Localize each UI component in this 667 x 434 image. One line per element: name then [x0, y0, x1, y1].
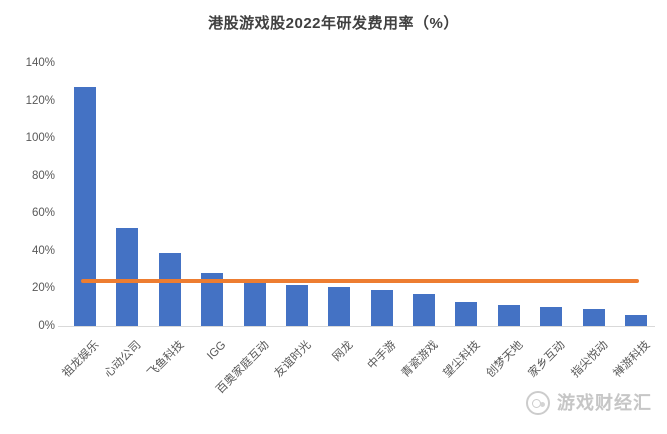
x-axis-category-label: 祖龙娱乐: [60, 339, 102, 381]
bar-6: [285, 284, 308, 326]
bar-2: [116, 228, 139, 326]
bar-11: [497, 305, 520, 326]
y-axis-tick-label: 140%: [25, 57, 55, 69]
x-axis-category-label: 飞鱼科技: [145, 339, 187, 381]
bar-4: [201, 273, 224, 326]
watermark-label: 游戏财经汇: [557, 393, 652, 413]
bar-1: [74, 87, 96, 326]
bar-13: [582, 309, 605, 326]
bar-12: [540, 307, 563, 326]
watermark: 游戏财经汇: [526, 391, 652, 415]
y-axis-tick-label: 20%: [31, 282, 55, 295]
x-axis-category-label: 望尘科技: [441, 339, 483, 381]
bar-3: [158, 252, 181, 326]
y-axis-tick-label: 80%: [31, 169, 55, 182]
x-axis-category-label: 友谊时光: [272, 339, 314, 381]
x-axis-category-label: 青瓷游戏: [399, 339, 441, 381]
bar-7: [328, 286, 351, 326]
y-axis-tick-label: 100%: [25, 132, 55, 145]
bar-5: [243, 282, 266, 326]
bar-8: [370, 290, 393, 326]
y-axis-tick-label: 0%: [38, 320, 55, 332]
y-axis-tick-label: 60%: [31, 207, 55, 220]
watermark-logo-icon: [526, 391, 550, 415]
chart-title: 港股游戏股2022年研发费用率（%）: [208, 15, 459, 32]
x-axis-category-label: 中手游: [365, 339, 399, 372]
y-axis-tick-label: 40%: [31, 244, 55, 257]
x-axis-category-label: IGG: [205, 339, 229, 363]
bar-9: [413, 294, 436, 326]
x-axis-category-label: 心动公司: [102, 339, 144, 381]
x-axis-line: [58, 326, 655, 327]
bar-10: [455, 301, 478, 326]
bar-14: [625, 314, 647, 326]
x-axis-category-label: 网龙: [331, 339, 356, 364]
x-axis-category-label: 百奥家庭互动: [213, 339, 272, 397]
reference-line: [81, 278, 639, 283]
y-axis-tick-label: 120%: [25, 94, 55, 107]
x-axis-category-label: 创梦天地: [484, 339, 526, 381]
